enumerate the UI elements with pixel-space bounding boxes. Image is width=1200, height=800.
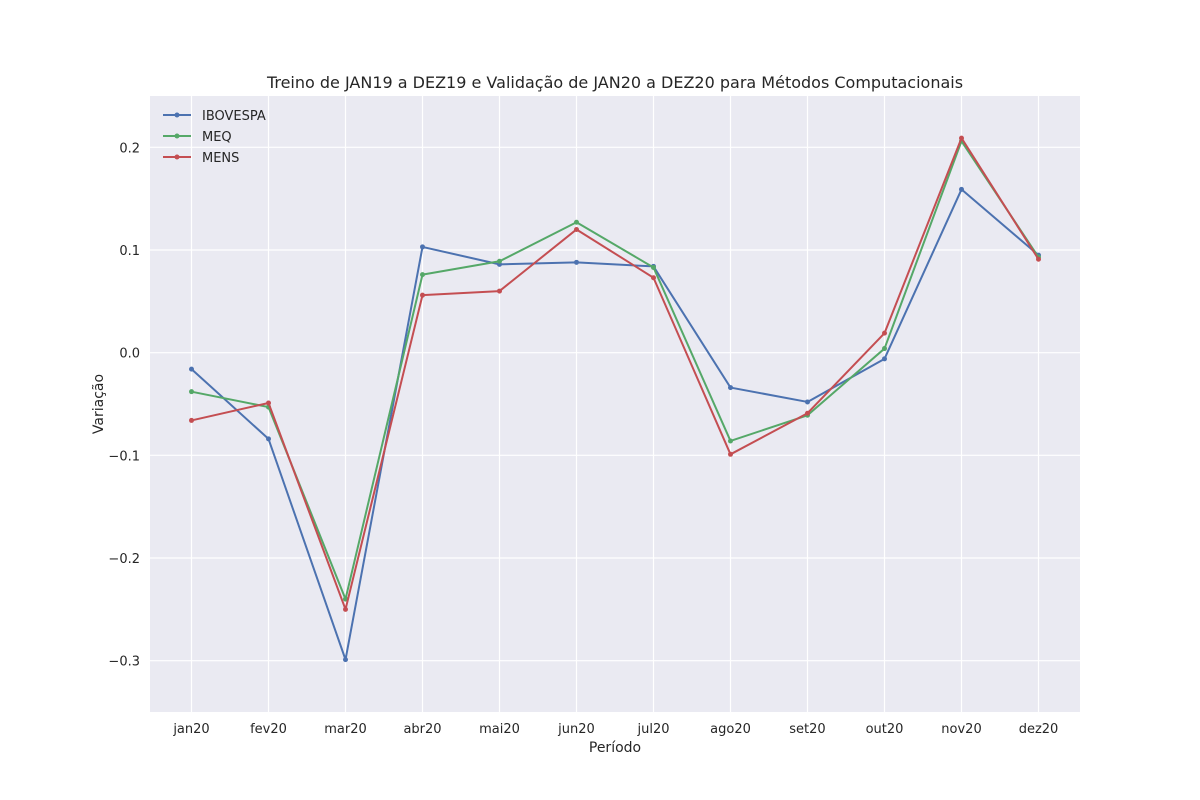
x-axis-label: Período	[589, 740, 641, 756]
data-point-mens	[189, 417, 194, 423]
data-point-meq	[882, 346, 887, 352]
legend-item-meq: MEQ	[163, 130, 232, 145]
data-point-meq	[189, 389, 194, 395]
legend-label-ibovespa: IBOVESPA	[202, 109, 266, 124]
y-tick-label: 0.1	[119, 244, 140, 259]
data-point-mens	[959, 135, 964, 141]
x-tick-label: abr20	[403, 722, 441, 737]
series-layer	[189, 135, 1041, 663]
y-tick-label: −0.1	[108, 449, 140, 464]
data-point-ibovespa	[805, 399, 810, 405]
data-point-ibovespa	[959, 186, 964, 192]
x-tick-label: mar20	[324, 722, 367, 737]
x-tick-label: jul20	[636, 722, 669, 737]
legend-item-ibovespa: IBOVESPA	[163, 109, 266, 124]
x-tick-label: nov20	[941, 722, 981, 737]
data-point-meq	[651, 264, 656, 270]
x-tick-label: jun20	[557, 722, 595, 737]
data-point-meq	[728, 438, 733, 444]
data-point-ibovespa	[343, 657, 348, 663]
y-tick-label: 0.2	[119, 141, 140, 156]
y-tick-label: −0.2	[108, 552, 140, 567]
data-point-mens	[497, 288, 502, 294]
data-point-ibovespa	[574, 259, 579, 265]
x-tick-label: jan20	[172, 722, 209, 737]
data-point-ibovespa	[266, 436, 271, 442]
data-point-meq	[574, 219, 579, 225]
data-point-meq	[497, 258, 502, 264]
data-point-meq	[420, 272, 425, 278]
x-tick-label: fev20	[250, 722, 287, 737]
data-point-mens	[882, 330, 887, 336]
y-tick-label: −0.3	[108, 655, 140, 670]
legend: IBOVESPA MEQ MENS	[163, 109, 266, 166]
y-axis-ticks: −0.3 −0.2 −0.1 0.0 0.1 0.2	[108, 141, 140, 669]
x-axis-ticks: jan20 fev20 mar20 abr20 mai20 jun20 jul20 ago20…	[172, 722, 1058, 737]
x-tick-label: set20	[789, 722, 825, 737]
data-point-mens	[651, 275, 656, 281]
legend-marker-ibovespa	[174, 112, 180, 118]
data-point-mens	[343, 606, 348, 612]
data-point-ibovespa	[882, 356, 887, 362]
x-tick-label: dez20	[1019, 722, 1059, 737]
y-axis-label: Variação	[91, 374, 107, 434]
x-tick-label: mai20	[479, 722, 520, 737]
data-point-ibovespa	[728, 385, 733, 391]
series-line-ibovespa	[190, 188, 1040, 661]
legend-marker-mens	[174, 154, 180, 160]
data-point-ibovespa	[420, 244, 425, 250]
data-point-mens	[420, 292, 425, 298]
data-point-mens	[728, 451, 733, 457]
legend-item-mens: MENS	[163, 151, 239, 166]
legend-label-meq: MEQ	[202, 130, 232, 145]
legend-label-mens: MENS	[202, 151, 239, 166]
series-line-meq	[191, 140, 1040, 601]
plot-area	[150, 96, 1080, 712]
data-point-mens	[1036, 256, 1041, 262]
y-tick-label: 0.0	[119, 347, 140, 362]
grid	[150, 96, 1080, 712]
series-mens	[189, 135, 1041, 612]
data-point-ibovespa	[189, 366, 194, 372]
x-tick-label: out20	[866, 722, 904, 737]
data-point-mens	[805, 410, 810, 416]
data-point-mens	[574, 226, 579, 232]
x-tick-label: ago20	[710, 722, 751, 737]
legend-marker-meq	[174, 133, 180, 139]
series-line-mens	[191, 137, 1040, 611]
data-point-mens	[266, 400, 271, 406]
series-ibovespa	[189, 186, 1041, 663]
chart-title: Treino de JAN19 a DEZ19 e Validação de J…	[266, 73, 963, 92]
